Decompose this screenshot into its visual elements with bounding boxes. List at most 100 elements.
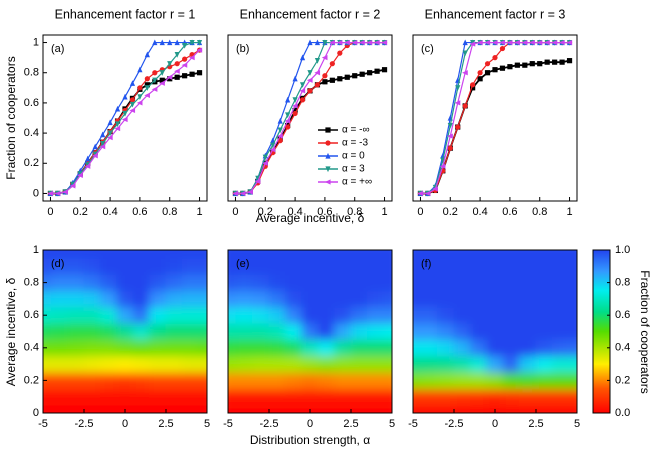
x-tick-label: 1: [381, 206, 387, 218]
heatmap-cell: [383, 273, 392, 292]
heatmap-cell: [334, 250, 352, 259]
heatmap-cell: [116, 404, 134, 413]
marker: [477, 76, 483, 82]
heatmap-cell: [268, 388, 286, 406]
marker: [492, 67, 498, 73]
heatmap-cell: [535, 339, 553, 357]
marker: [499, 65, 506, 71]
heatmap-cell: [67, 355, 85, 373]
heatmap-cell: [268, 355, 286, 373]
x-axis-label: Average incentive, δ: [256, 211, 365, 225]
marker: [344, 74, 350, 80]
heatmap-cell: [83, 339, 101, 357]
x-tick-label: 0: [122, 418, 128, 430]
marker: [321, 55, 328, 61]
marker: [299, 88, 306, 94]
heatmap-cell: [99, 290, 118, 308]
heatmap-cell: [149, 355, 167, 373]
heatmap-cell: [50, 404, 69, 413]
heatmap-cell: [502, 306, 521, 324]
heatmap-cell: [317, 306, 336, 324]
heatmap-cell: [301, 306, 319, 324]
heatmap-chart: -5 -2.5 0 2.5 5 (e): [223, 249, 395, 430]
heatmap-cell: [486, 306, 504, 324]
heatmap-cell: [252, 404, 270, 413]
marker: [544, 59, 550, 65]
heatmap-cell: [383, 306, 392, 324]
heatmap-cell: [568, 339, 577, 357]
x-tick-label: 2.5: [158, 418, 173, 430]
x-tick-label: 5: [574, 418, 580, 430]
heatmap-cell: [252, 273, 270, 292]
heatmap-cell: [116, 322, 134, 341]
heatmap-cell: [228, 322, 237, 341]
heatmap-cell: [334, 322, 352, 341]
legend-label: α = -3: [342, 138, 369, 149]
heatmap-cell: [268, 257, 286, 275]
heatmap-cell: [43, 257, 52, 275]
heatmap-cell: [535, 250, 553, 259]
heatmap-cell: [301, 388, 319, 406]
heatmap: [43, 250, 207, 413]
marker: [314, 39, 321, 46]
y-tick-label: 0.2: [24, 157, 39, 169]
marker: [484, 70, 491, 76]
heatmap-cell: [519, 306, 537, 324]
heatmap-cell: [99, 322, 118, 341]
marker: [144, 85, 150, 91]
heatmap-cell: [383, 404, 392, 413]
marker: [455, 85, 461, 91]
heatmap-cell: [149, 273, 167, 292]
marker: [366, 39, 373, 46]
heatmap-cell: [350, 250, 368, 259]
marker: [174, 61, 180, 67]
marker: [159, 39, 165, 46]
heatmap-cell: [235, 355, 254, 373]
heatmap-cells: [413, 250, 577, 413]
marker: [106, 135, 113, 141]
heatmap-cells: [43, 250, 207, 413]
heatmap-cell: [301, 339, 319, 357]
marker: [351, 39, 358, 46]
heatmap-cell: [502, 404, 521, 413]
heatmap-cell: [437, 388, 455, 406]
heatmap-cell: [519, 404, 537, 413]
line-chart: Enhancement factor r = 3 0 0.2 0.4 0.6 0.8 1 (c…: [412, 7, 578, 218]
heatmap-cell: [383, 355, 392, 373]
marker: [277, 127, 283, 134]
heatmap-cell: [132, 371, 151, 390]
heatmap-cell: [437, 250, 455, 259]
heatmap-cell: [198, 306, 207, 324]
heatmap-cell: [284, 290, 303, 308]
marker: [159, 80, 165, 86]
heatmap-cell: [301, 290, 319, 308]
heatmap-cell: [437, 404, 455, 413]
heatmap-cell: [50, 250, 69, 259]
heatmap-cell: [486, 273, 504, 292]
marker: [277, 133, 283, 139]
colorbar: [592, 249, 611, 414]
heatmap-cell: [413, 404, 422, 413]
heatmap-cell: [301, 257, 319, 275]
heatmap-cell: [469, 339, 488, 357]
heatmap-cell: [350, 404, 368, 413]
heatmap-cell: [67, 339, 85, 357]
heatmap-cell: [413, 250, 422, 259]
x-tick-label: 0: [47, 206, 53, 218]
marker: [325, 152, 331, 159]
marker: [417, 190, 424, 197]
heatmap-cell: [83, 306, 101, 324]
x-tick-label: 0.4: [102, 206, 117, 218]
heatmap-cell: [268, 322, 286, 341]
heatmap-cell: [132, 322, 151, 341]
line-chart: Enhancement factor r = 2 0 0.2 0.4 0.6 0.8 1 (b…: [227, 7, 393, 218]
marker: [107, 119, 113, 126]
marker: [566, 58, 573, 64]
marker: [47, 190, 54, 197]
heatmap-cell: [469, 273, 488, 292]
marker: [159, 70, 165, 76]
heatmap-cell: [67, 257, 85, 275]
heatmap-cell: [99, 257, 118, 275]
marker: [262, 160, 268, 166]
